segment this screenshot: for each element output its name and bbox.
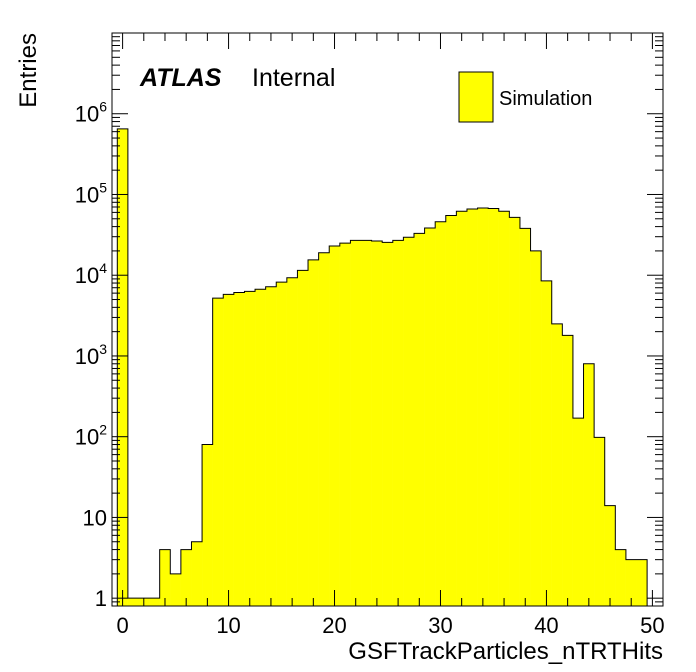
y-tick-label: 106: [75, 99, 107, 127]
histogram-bin: [180, 549, 192, 607]
histogram-bin: [413, 233, 425, 607]
histogram-bin: [551, 323, 563, 607]
histogram-bin: [392, 240, 404, 607]
x-tick-label: 10: [216, 613, 240, 638]
y-tick-label: 10: [83, 505, 107, 530]
histogram-bin: [339, 242, 351, 607]
histogram-bin: [403, 237, 415, 607]
histogram-bin: [636, 559, 648, 607]
y-tick-label: 102: [75, 422, 107, 450]
legend: Simulation: [458, 71, 592, 123]
histogram-bin: [117, 128, 129, 607]
histogram-bin: [456, 211, 468, 607]
histogram-bin: [562, 335, 574, 607]
y-tick-label: 105: [75, 179, 107, 207]
histogram-bin: [286, 277, 298, 607]
histogram-bin: [212, 297, 224, 607]
histogram-bin: [297, 270, 309, 607]
histogram-bin: [350, 240, 362, 607]
histogram-bars: [117, 128, 648, 607]
histogram-bin: [615, 549, 627, 607]
x-tick-label: 30: [428, 613, 452, 638]
histogram-bin: [519, 228, 531, 607]
histogram-bin: [254, 289, 266, 607]
histogram-bin: [583, 363, 595, 607]
histogram-bin: [223, 294, 235, 607]
histogram-bin: [604, 505, 616, 607]
histogram-bin: [498, 211, 510, 607]
histogram-bin: [318, 252, 330, 607]
histogram-bin: [477, 207, 489, 607]
histogram-bin: [148, 598, 160, 607]
histogram-bin: [191, 541, 203, 607]
histogram-bin: [530, 250, 542, 607]
histogram-bin: [445, 215, 457, 607]
histogram-bin: [329, 245, 340, 607]
histogram-bin: [276, 282, 287, 607]
internal-label: Internal: [252, 64, 335, 92]
histogram-bin: [170, 573, 182, 607]
x-tick-label: 40: [534, 613, 558, 638]
histogram-bin: [233, 292, 245, 607]
histogram-bin: [307, 259, 319, 607]
histogram-bin: [371, 240, 383, 607]
histogram-bin: [466, 208, 478, 607]
y-tick-labels: 1 10 102 103 104 105 106: [75, 99, 107, 611]
x-tick-label: 50: [640, 613, 664, 638]
x-tick-label: 20: [322, 613, 346, 638]
y-axis-title: Entries: [15, 33, 42, 108]
plot-frame: [111, 32, 664, 607]
histogram-bin: [244, 291, 256, 607]
atlas-label: ATLAS: [139, 64, 222, 92]
histogram-bin: [540, 280, 552, 607]
y-tick-label: 103: [75, 341, 107, 369]
histogram-bin: [509, 217, 521, 607]
axis-ticks: [112, 32, 663, 607]
histogram-bin: [572, 417, 584, 607]
histogram-bin: [265, 286, 277, 607]
histogram-bin: [488, 208, 499, 607]
x-tick-label: 0: [116, 613, 128, 638]
histogram-bin: [435, 221, 446, 607]
histogram-bin: [424, 227, 436, 607]
legend-entry-simulation: Simulation: [499, 88, 592, 110]
y-tick-label: 104: [75, 260, 107, 288]
x-tick-labels: 0 10 20 30 40 50: [116, 613, 664, 638]
x-axis-title: GSFTrackParticles_nTRTHits: [348, 638, 663, 665]
histogram-bin: [159, 549, 171, 607]
y-tick-label: 1: [95, 586, 107, 611]
histogram-outline: [116, 128, 648, 606]
histogram-bin: [127, 598, 139, 607]
legend-swatch: [458, 71, 494, 123]
histogram-bin: [382, 242, 393, 607]
histogram-bin: [201, 444, 213, 607]
histogram-bin: [593, 437, 605, 607]
histogram-bin: [360, 240, 372, 607]
